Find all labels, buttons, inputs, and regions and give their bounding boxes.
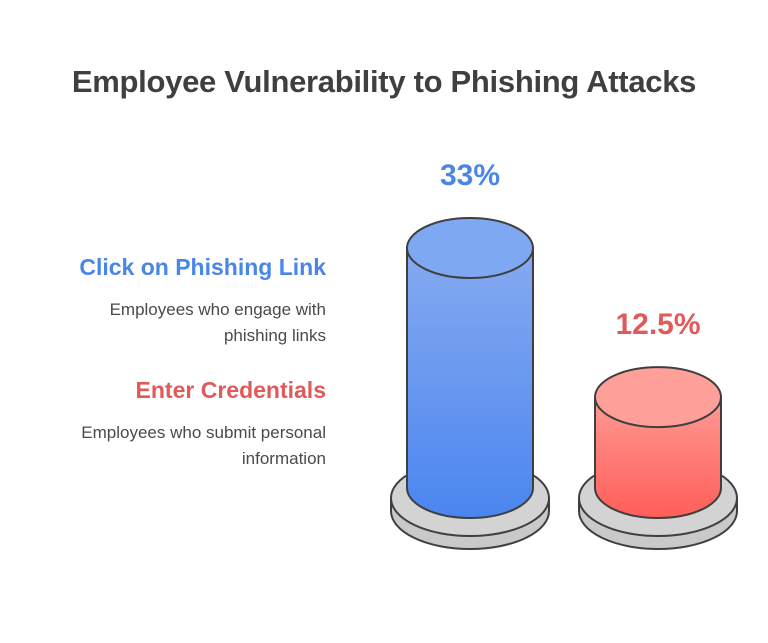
legend-item-click-link: Click on Phishing Link Employees who eng… <box>76 254 326 349</box>
legend-item-enter-credentials: Enter Credentials Employees who submit p… <box>36 377 326 472</box>
legend-title-click-link: Click on Phishing Link <box>79 254 326 280</box>
cylinder-body-enter-credentials <box>594 396 722 519</box>
value-label-enter-credentials: 12.5% <box>615 308 700 341</box>
legend-desc-enter-credentials: Employees who submit personal informatio… <box>81 423 326 468</box>
cylinder-top-click-link <box>406 217 534 279</box>
value-label-click-link: 33% <box>440 159 500 192</box>
chart-title: Employee Vulnerability to Phishing Attac… <box>71 64 697 99</box>
legend-title-enter-credentials: Enter Credentials <box>135 377 326 403</box>
legend-desc-click-link: Employees who engage with phishing links <box>109 300 326 345</box>
cylinder-body-click-link <box>406 247 534 519</box>
cylinder-top-enter-credentials <box>594 366 722 429</box>
